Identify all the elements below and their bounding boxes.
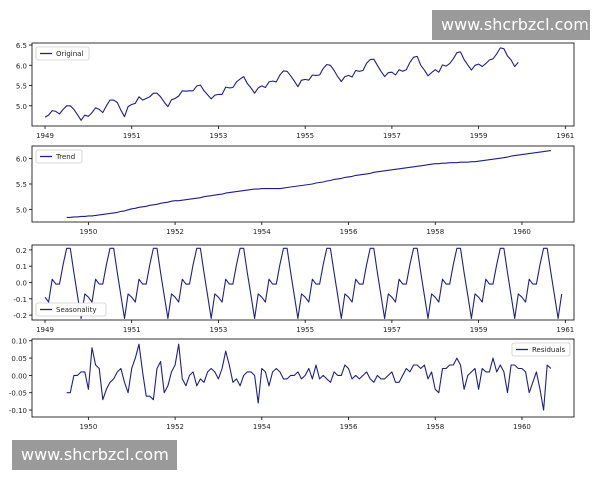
series-line-original	[44, 47, 519, 121]
y-tick-label: 5.0	[16, 206, 27, 214]
x-tick-label: 1949	[36, 132, 54, 140]
x-tick-label: 1960	[513, 423, 531, 431]
y-tick-label: -0.1	[13, 296, 27, 304]
legend: Original	[35, 46, 90, 61]
y-tick-label: 0.2	[16, 247, 27, 255]
x-tick-label: 1953	[210, 132, 228, 140]
x-tick-label: 1951	[123, 132, 141, 140]
series-line-trend	[66, 150, 551, 218]
x-tick-label: 1961	[556, 132, 574, 140]
subplot-residuals: -0.10 -0.05 0.00 0.05 0.10 1950 1952 1954 1956 19…	[9, 338, 575, 431]
x-tick-label: 1952	[166, 228, 184, 236]
plot-frame	[31, 42, 575, 127]
x-tick-label: 1950	[79, 423, 97, 431]
y-tick-label: 6.0	[16, 62, 27, 70]
legend: Trend	[35, 149, 83, 164]
watermark-bottom: www.shcrbzcl.com	[12, 440, 177, 470]
legend: Residuals	[511, 342, 571, 357]
series-line-seasonality	[44, 247, 563, 319]
x-tick-label: 1959	[470, 326, 488, 334]
x-tick-label: 1954	[253, 423, 271, 431]
y-tick-label: 0.00	[11, 372, 27, 380]
legend-label: Trend	[55, 153, 75, 161]
x-tick-label: 1957	[383, 326, 401, 334]
legend: Seasonality	[35, 302, 107, 317]
y-tick-label: 5.0	[16, 103, 27, 111]
x-tick-label: 1959	[470, 132, 488, 140]
plot-frame	[31, 338, 575, 418]
plot-frame	[31, 244, 575, 321]
legend-box	[35, 302, 107, 317]
y-tick-label: 5.5	[16, 181, 27, 189]
series-line-residuals	[66, 343, 552, 411]
subplot-trend: 5.0 5.5 6.0 1950 1952 1954 1956 1958 1960 Trend	[16, 145, 575, 236]
y-tick-label: 5.5	[16, 83, 27, 91]
y-tick-label: 0.10	[11, 338, 27, 346]
x-tick-label: 1950	[79, 228, 97, 236]
x-tick-label: 1961	[556, 326, 574, 334]
legend-box	[35, 149, 83, 164]
x-tick-label: 1952	[166, 423, 184, 431]
x-tick-label: 1956	[340, 423, 358, 431]
y-tick-label: -0.05	[9, 390, 27, 398]
x-tick-label: 1958	[426, 423, 444, 431]
y-tick-label: 6.5	[16, 42, 27, 50]
x-tick-label: 1949	[36, 326, 54, 334]
y-tick-label: 0.0	[16, 280, 27, 288]
x-tick-label: 1960	[513, 228, 531, 236]
x-tick-label: 1951	[123, 326, 141, 334]
x-tick-label: 1955	[296, 326, 314, 334]
x-tick-label: 1955	[296, 132, 314, 140]
y-tick-label: -0.2	[13, 312, 27, 320]
subplot-seasonality: -0.2 -0.1 0.0 0.1 0.2 1949 1951 1953 1955 1957 195…	[13, 244, 575, 334]
y-tick-label: 6.0	[16, 156, 27, 164]
legend-label: Residuals	[532, 346, 566, 354]
watermark-top: www.shcrbzcl.com	[432, 10, 590, 40]
x-tick-label: 1953	[210, 326, 228, 334]
legend-box	[35, 46, 90, 61]
x-tick-label: 1957	[383, 132, 401, 140]
y-tick-label: 0.1	[16, 263, 27, 271]
legend-label: Original	[56, 50, 83, 58]
legend-label: Seasonality	[56, 306, 96, 314]
x-tick-label: 1956	[340, 228, 358, 236]
subplot-original: 5.0 5.5 6.0 6.5 1949 1951 1953 1955 1957 1959 1961…	[16, 42, 575, 140]
legend-box	[511, 342, 571, 357]
y-tick-label: -0.10	[9, 407, 27, 415]
x-tick-label: 1954	[253, 228, 271, 236]
x-tick-label: 1958	[426, 228, 444, 236]
plot-frame	[31, 145, 575, 223]
y-tick-label: 0.05	[11, 355, 27, 363]
